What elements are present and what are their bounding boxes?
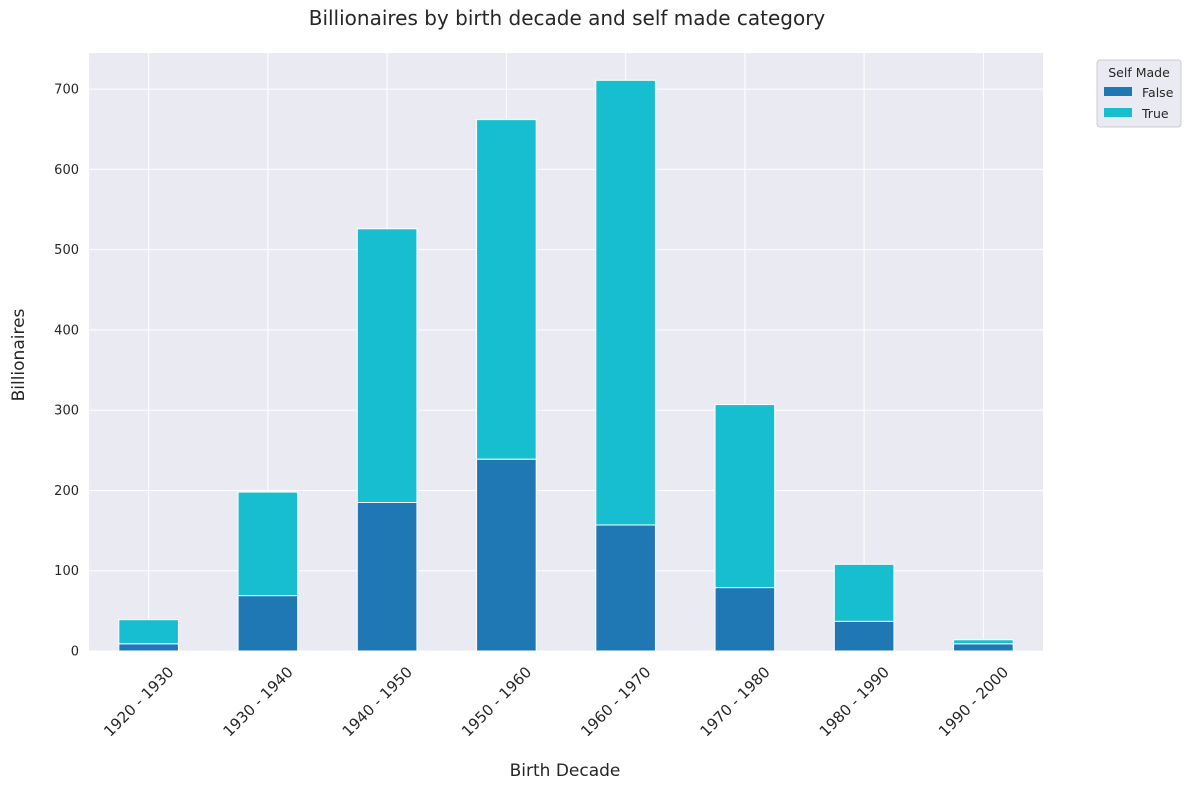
bar-false-4 [595, 524, 656, 652]
bar-true-5 [714, 404, 776, 589]
x-tick-label: 1960 - 1970 [577, 663, 654, 740]
bar-true-6 [833, 563, 895, 622]
bar-true-3 [476, 119, 537, 460]
bar-false-0 [118, 643, 179, 652]
legend: Self Made False True [1096, 59, 1182, 128]
x-tick-labels: 1920 - 1930 1930 - 1940 1940 - 1950 1950 - … [100, 663, 1012, 740]
y-tick-label: 100 [54, 564, 79, 579]
y-tick-label: 600 [54, 163, 79, 178]
bar-false-5 [714, 587, 776, 652]
bar-false-1 [237, 595, 299, 652]
y-tick-label: 700 [54, 83, 79, 98]
legend-title: Self Made [1108, 65, 1170, 80]
y-tick-label: 200 [54, 484, 79, 499]
bar-true-0 [118, 619, 179, 645]
bar-false-2 [356, 502, 418, 652]
legend-swatch-false [1104, 87, 1132, 96]
y-tick-label: 400 [54, 323, 79, 338]
bar-false-7 [953, 643, 1014, 652]
bar-true-1 [237, 491, 299, 597]
x-tick-label: 1980 - 1990 [816, 663, 893, 740]
y-tick-label: 300 [54, 404, 79, 419]
chart-title: Billionaires by birth decade and self ma… [309, 6, 826, 30]
bar-true-7 [953, 639, 1014, 645]
x-tick-label: 1990 - 2000 [935, 663, 1012, 740]
plot-area [89, 53, 1043, 651]
bar-true-4 [595, 79, 656, 526]
x-tick-label: 1930 - 1940 [219, 663, 296, 740]
x-tick-label: 1940 - 1950 [339, 663, 416, 740]
legend-label-false: False [1142, 85, 1174, 100]
bar-true-2 [356, 228, 418, 504]
y-tick-label: 500 [54, 243, 79, 258]
y-tick-labels: 0 100 200 300 400 500 600 700 [54, 83, 79, 660]
y-axis-label: Billionaires [9, 308, 29, 401]
x-tick-label: 1950 - 1960 [458, 663, 535, 740]
legend-label-true: True [1141, 106, 1169, 121]
x-axis-label: Birth Decade [510, 761, 621, 781]
x-tick-label: 1970 - 1980 [696, 663, 773, 740]
bar-false-3 [476, 458, 537, 652]
y-tick-label: 0 [71, 645, 79, 660]
bars [118, 79, 1014, 652]
x-tick-label: 1920 - 1930 [100, 663, 177, 740]
legend-swatch-true [1104, 108, 1132, 117]
bar-false-6 [833, 620, 895, 652]
